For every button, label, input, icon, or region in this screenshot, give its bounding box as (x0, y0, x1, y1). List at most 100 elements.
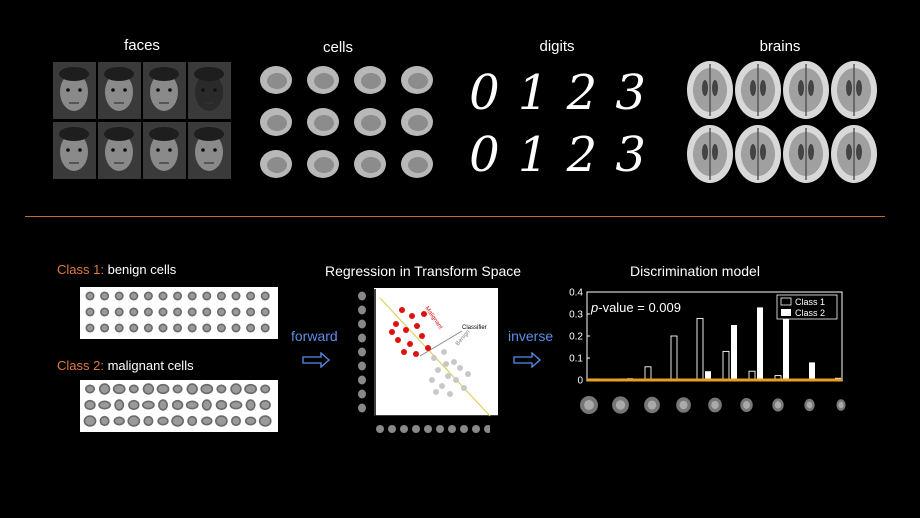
malignant-point (407, 341, 413, 347)
model-cell-inner (679, 400, 688, 410)
cell-inner (231, 384, 241, 394)
legend-swatch-class1 (780, 297, 792, 306)
cell-inner (189, 309, 196, 315)
malignant-point (389, 329, 395, 335)
eye-left (201, 88, 205, 92)
cell-inner (174, 309, 181, 315)
bar-class1 (644, 366, 652, 381)
cell-inner (174, 386, 181, 392)
class1-prefix: Class 1: (57, 262, 104, 277)
digits-row-2: 0 1 2 3 (460, 124, 655, 186)
brain-ventricle (856, 144, 862, 160)
pvalue-prefix: p (590, 300, 598, 315)
section-divider (25, 216, 885, 217)
cell-inner (188, 384, 197, 394)
brain-ventricle (750, 144, 756, 160)
benign-cells-strip (80, 287, 278, 339)
cell-inner (160, 309, 166, 315)
malignant-point (403, 327, 409, 333)
cell-inner (233, 293, 239, 299)
x-axis-cell (472, 425, 480, 433)
cell-nucleus (408, 115, 428, 131)
x-axis-cell (400, 425, 408, 433)
cell-inner (99, 402, 110, 408)
y-axis-cell (358, 333, 366, 343)
eye-right (168, 88, 172, 92)
benign-point (447, 391, 453, 397)
malignant-point (414, 323, 420, 329)
regression-x-cells (376, 425, 490, 433)
x-axis-cell (448, 425, 456, 433)
brain-ventricle (798, 80, 804, 96)
cell-nucleus (314, 73, 334, 89)
cell-inner (262, 293, 269, 299)
classifier-line (419, 330, 463, 357)
cell-inner (172, 416, 183, 426)
y-axis-cell (358, 403, 366, 413)
cell-inner (247, 293, 254, 299)
cell-inner (145, 325, 152, 331)
y-axis-cell (358, 375, 366, 385)
brain-ventricle (846, 80, 852, 96)
brain-ventricle (712, 80, 718, 96)
hair-shape (59, 127, 89, 141)
face-shape (195, 133, 223, 171)
cell-inner (173, 401, 182, 409)
cell-inner (218, 386, 225, 392)
x-axis-cell (436, 425, 444, 433)
model-cell-inner (806, 401, 813, 409)
cell-inner (101, 417, 108, 425)
brain-ventricle (808, 144, 814, 160)
cell-inner (246, 418, 255, 424)
eye-left (201, 148, 205, 152)
brains-title: brains (759, 38, 801, 55)
model-cell-inner (774, 401, 782, 409)
benign-point (465, 371, 471, 377)
cell-inner (115, 418, 124, 424)
malignant-point (399, 307, 405, 313)
cell-inner (145, 293, 152, 299)
y-tick-label: 0.1 (569, 354, 583, 365)
benign-point (439, 383, 445, 389)
eye-right (78, 148, 82, 152)
malignant-point (401, 349, 407, 355)
cell-inner (261, 401, 270, 409)
cell-inner (160, 293, 166, 299)
cell-inner (87, 309, 93, 315)
legend-class1: Class 1 (795, 297, 825, 307)
cell-inner (116, 325, 123, 331)
eye-left (111, 148, 115, 152)
faces-title: faces (124, 37, 160, 54)
cells-images (260, 66, 433, 178)
brain-ventricle (760, 80, 766, 96)
benign-point (433, 389, 439, 395)
bar-class1 (670, 335, 678, 381)
model-cell-inner (743, 401, 750, 409)
cell-inner (101, 293, 108, 299)
face-shape (105, 133, 133, 171)
brain-ventricle (702, 144, 708, 160)
benign-point (457, 365, 463, 371)
cell-inner (87, 293, 93, 299)
cell-nucleus (314, 157, 334, 173)
cell-inner (202, 385, 212, 393)
inverse-label: inverse (508, 328, 554, 344)
brain-ventricle (712, 144, 718, 160)
faces-images (53, 62, 231, 179)
y-tick-label: 0 (577, 376, 583, 387)
malignant-point (413, 351, 419, 357)
face-shape (150, 73, 178, 111)
pvalue-value: -value = 0.009 (598, 300, 681, 315)
malignant-point (425, 345, 431, 351)
x-axis-cell (388, 425, 396, 433)
cell-inner (218, 309, 225, 315)
y-axis-cell (358, 305, 366, 315)
malignant-point (395, 337, 401, 343)
bar-class2 (783, 318, 789, 380)
x-axis-cell (376, 425, 384, 433)
cell-inner (233, 309, 239, 315)
forward-arrow-icon (302, 352, 330, 368)
cells-title: cells (322, 39, 353, 56)
cell-inner (203, 325, 210, 331)
cell-inner (247, 309, 254, 315)
